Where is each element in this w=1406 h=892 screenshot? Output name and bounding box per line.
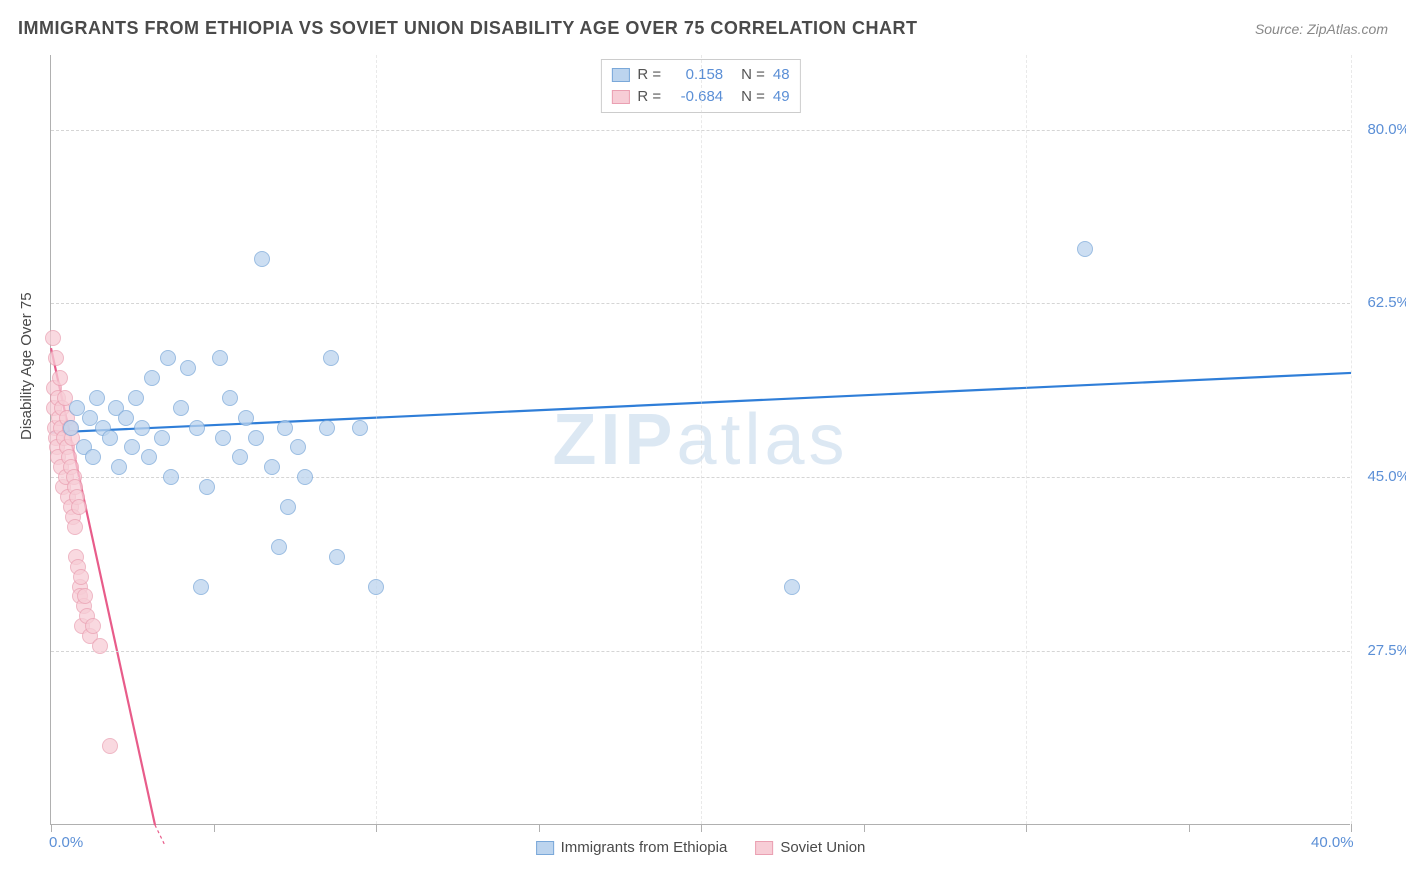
ethiopia-point: [215, 430, 231, 446]
soviet-point: [45, 330, 61, 346]
ethiopia-point: [63, 420, 79, 436]
ethiopia-point: [232, 449, 248, 465]
ethiopia-point: [329, 549, 345, 565]
soviet-point: [67, 519, 83, 535]
y-tick-label: 27.5%: [1355, 642, 1406, 659]
ethiopia-point: [173, 400, 189, 416]
x-tick-label: 40.0%: [1311, 834, 1354, 851]
ethiopia-point: [141, 449, 157, 465]
ethiopia-point: [212, 350, 228, 366]
x-tick: [864, 824, 865, 832]
y-tick-label: 62.5%: [1355, 294, 1406, 311]
ethiopia-point: [248, 430, 264, 446]
legend-item: Immigrants from Ethiopia: [536, 839, 728, 856]
soviet-point: [48, 350, 64, 366]
ethiopia-swatch: [611, 68, 629, 82]
ethiopia-point: [297, 469, 313, 485]
ethiopia-point: [111, 459, 127, 475]
ethiopia-point: [85, 449, 101, 465]
ethiopia-point: [134, 420, 150, 436]
gridline-v: [1026, 55, 1027, 824]
ethiopia-point: [271, 539, 287, 555]
soviet-swatch: [611, 90, 629, 104]
ethiopia-point: [222, 390, 238, 406]
ethiopia-point: [163, 469, 179, 485]
legend-item: Soviet Union: [755, 839, 865, 856]
y-axis-label: Disability Age Over 75: [18, 292, 35, 440]
gridline-v: [376, 55, 377, 824]
ethiopia-point: [199, 479, 215, 495]
soviet-point: [52, 370, 68, 386]
ethiopia-point: [189, 420, 205, 436]
ethiopia-point: [102, 430, 118, 446]
gridline-v: [701, 55, 702, 824]
ethiopia-point: [352, 420, 368, 436]
x-tick: [376, 824, 377, 832]
soviet-point: [73, 569, 89, 585]
ethiopia-point: [180, 360, 196, 376]
soviet-point: [77, 588, 93, 604]
series-legend: Immigrants from Ethiopia Soviet Union: [536, 839, 866, 856]
ethiopia-point: [193, 579, 209, 595]
soviet-swatch: [755, 841, 773, 855]
ethiopia-point: [277, 420, 293, 436]
x-tick: [51, 824, 52, 832]
y-tick-label: 45.0%: [1355, 468, 1406, 485]
source-text: Source: ZipAtlas.com: [1255, 21, 1388, 37]
ethiopia-point: [154, 430, 170, 446]
gridline-v: [1351, 55, 1352, 824]
ethiopia-point: [290, 439, 306, 455]
x-tick: [539, 824, 540, 832]
plot-area: ZIPatlas R =0.158N =48R =-0.684N =49 Imm…: [50, 55, 1350, 825]
ethiopia-point: [254, 251, 270, 267]
ethiopia-point: [784, 579, 800, 595]
soviet-point: [92, 638, 108, 654]
y-tick-label: 80.0%: [1355, 121, 1406, 138]
x-tick-label: 0.0%: [49, 834, 83, 851]
ethiopia-point: [1077, 241, 1093, 257]
x-tick: [701, 824, 702, 832]
soviet-point: [85, 618, 101, 634]
x-tick: [214, 824, 215, 832]
ethiopia-point: [144, 370, 160, 386]
x-tick: [1026, 824, 1027, 832]
ethiopia-point: [160, 350, 176, 366]
soviet-point: [102, 738, 118, 754]
ethiopia-point: [319, 420, 335, 436]
ethiopia-point: [280, 499, 296, 515]
ethiopia-point: [368, 579, 384, 595]
ethiopia-point: [89, 390, 105, 406]
x-tick: [1189, 824, 1190, 832]
legend-label: Immigrants from Ethiopia: [561, 839, 728, 856]
ethiopia-point: [128, 390, 144, 406]
chart-title: IMMIGRANTS FROM ETHIOPIA VS SOVIET UNION…: [18, 18, 918, 39]
ethiopia-point: [323, 350, 339, 366]
legend-label: Soviet Union: [780, 839, 865, 856]
soviet-point: [71, 499, 87, 515]
ethiopia-point: [118, 410, 134, 426]
x-tick: [1351, 824, 1352, 832]
ethiopia-swatch: [536, 841, 554, 855]
ethiopia-point: [124, 439, 140, 455]
ethiopia-point: [264, 459, 280, 475]
ethiopia-point: [238, 410, 254, 426]
